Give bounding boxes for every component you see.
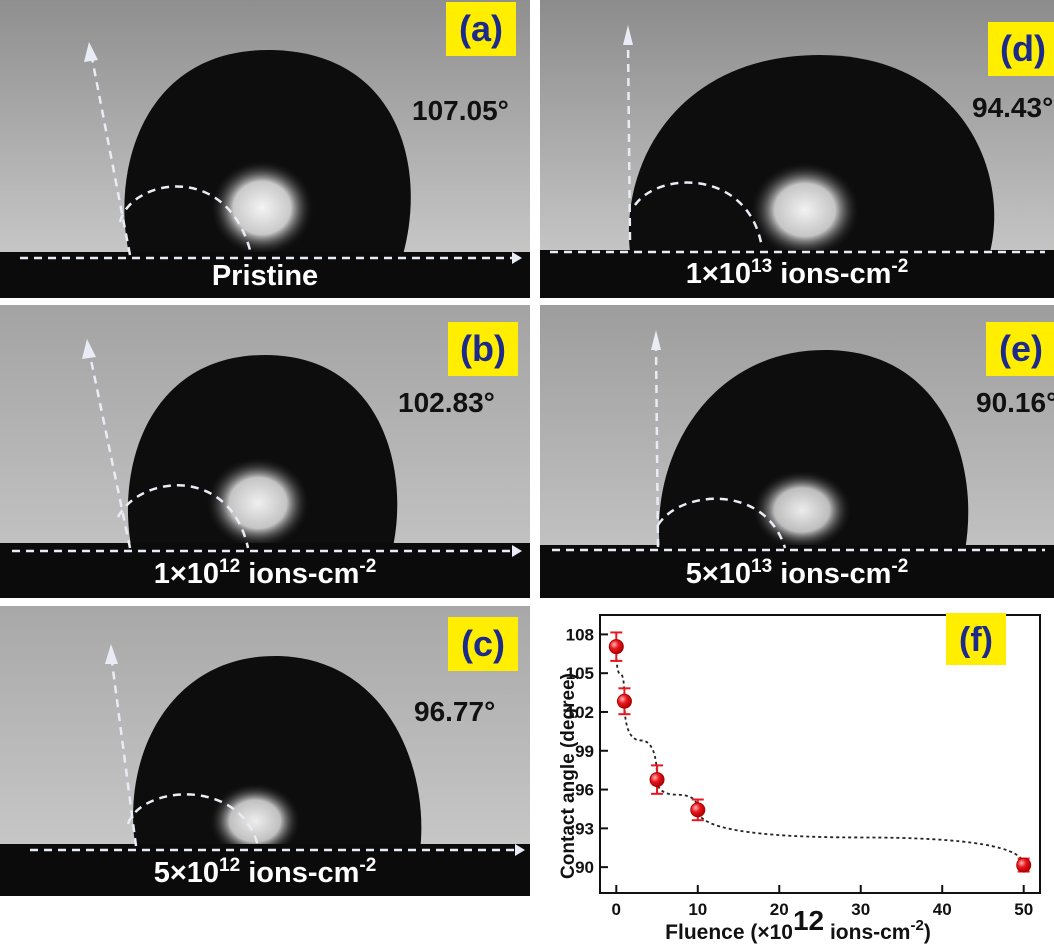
caption-base: 1×10 <box>153 558 220 590</box>
contact-angle-value: 96.77° <box>414 696 496 727</box>
x-tick-label: 10 <box>688 900 707 919</box>
caption-base: 1×10 <box>685 258 752 290</box>
fluence-caption: Pristine <box>211 260 319 292</box>
x-label-unit: ions-cm <box>824 921 910 944</box>
panel-label-box <box>946 613 1006 665</box>
panel-label: (e) <box>986 322 1054 376</box>
droplet-image-d <box>540 0 1054 298</box>
y-axis-label: Contact angle (degree) <box>558 673 579 879</box>
panel-label: (a) <box>446 2 516 56</box>
caption-unit-exponent: -2 <box>359 855 377 876</box>
caption-unit: ions-cm <box>240 857 360 889</box>
caption-unit-exponent: -2 <box>891 256 909 277</box>
caption-unit: ions-cm <box>772 258 892 290</box>
contact-angle-value: 102.83° <box>398 387 495 418</box>
fluence-caption: 1×1012 ions-cm-2 <box>0 556 530 591</box>
contact-angle-value: 94.43° <box>972 92 1054 123</box>
caption-unit-exponent: -2 <box>891 556 909 577</box>
contact-angle-value: 107.05° <box>412 95 509 126</box>
caption-unit-exponent: -2 <box>359 556 377 577</box>
data-point <box>608 639 624 655</box>
data-point <box>649 772 665 788</box>
panel-label: (f) <box>959 621 993 659</box>
caption-exponent: 12 <box>219 855 241 876</box>
x-label-close: ) <box>924 921 931 944</box>
panel-label: (c) <box>448 617 518 671</box>
y-tick-label: 90 <box>575 858 594 877</box>
caption-unit: ions-cm <box>240 558 360 590</box>
chart-axes: 0 10 20 30 40 50 90 93 96 99 102 105 108 <box>566 614 1041 919</box>
x-tick-label: 40 <box>933 900 952 919</box>
y-tick-label: 93 <box>575 819 594 838</box>
data-point <box>690 802 706 818</box>
y-tick-label: 96 <box>575 781 594 800</box>
caption-exponent: 12 <box>219 556 241 577</box>
y-tick-label: 105 <box>566 664 594 683</box>
trend-line <box>615 646 1025 866</box>
panel-e: (e) 90.16° 5×1013 ions-cm-2 <box>540 305 1054 598</box>
trend-curve <box>615 646 1025 866</box>
y-tick-label: 102 <box>566 703 594 722</box>
droplet-image-c <box>0 606 530 896</box>
caption-exponent: 13 <box>751 556 773 577</box>
x-tick-label: 20 <box>770 900 789 919</box>
panel-a: (a) 107.05° Pristine <box>0 0 530 298</box>
y-tick-label: 108 <box>566 625 594 644</box>
data-points <box>608 631 1032 873</box>
caption-unit: ions-cm <box>772 558 892 590</box>
y-tick-label: 99 <box>575 742 594 761</box>
panel-b: (b) 102.83° 1×1012 ions-cm-2 <box>0 305 530 598</box>
panel-label: (d) <box>988 22 1054 76</box>
droplet-image-a <box>0 0 530 298</box>
caption-base: 5×10 <box>153 857 220 889</box>
panel-d: (d) 94.43° 1×1013 ions-cm-2 <box>540 0 1054 298</box>
contact-angle-chart: 0 10 20 30 40 50 90 93 96 99 102 105 108 (f) Contact… <box>558 613 1041 944</box>
data-point <box>1016 857 1032 873</box>
x-label-base: Fluence (×10 <box>665 921 793 944</box>
fluence-caption: 5×1012 ions-cm-2 <box>0 855 530 890</box>
droplet-image-b <box>0 305 530 598</box>
caption-base: 5×10 <box>685 558 752 590</box>
data-point <box>616 693 632 709</box>
x-tick-label: 50 <box>1014 900 1033 919</box>
x-tick-label: 0 <box>612 900 621 919</box>
x-label-exponent: 12 <box>793 905 824 936</box>
caption-exponent: 13 <box>751 256 773 277</box>
fluence-caption: 1×1013 ions-cm-2 <box>540 256 1054 291</box>
plot-frame <box>599 614 1041 894</box>
droplet-image-e <box>540 305 1054 598</box>
x-tick-label: 30 <box>851 900 870 919</box>
panel-c: (c) 96.77° 5×1012 ions-cm-2 <box>0 606 530 896</box>
contact-angle-value: 90.16° <box>976 387 1054 418</box>
fluence-caption: 5×1013 ions-cm-2 <box>540 556 1054 591</box>
x-label-unit-exponent: -2 <box>910 917 923 934</box>
panel-label: (b) <box>448 322 518 376</box>
x-axis-label: Fluence (×1012 ions-cm-2) <box>665 905 931 944</box>
